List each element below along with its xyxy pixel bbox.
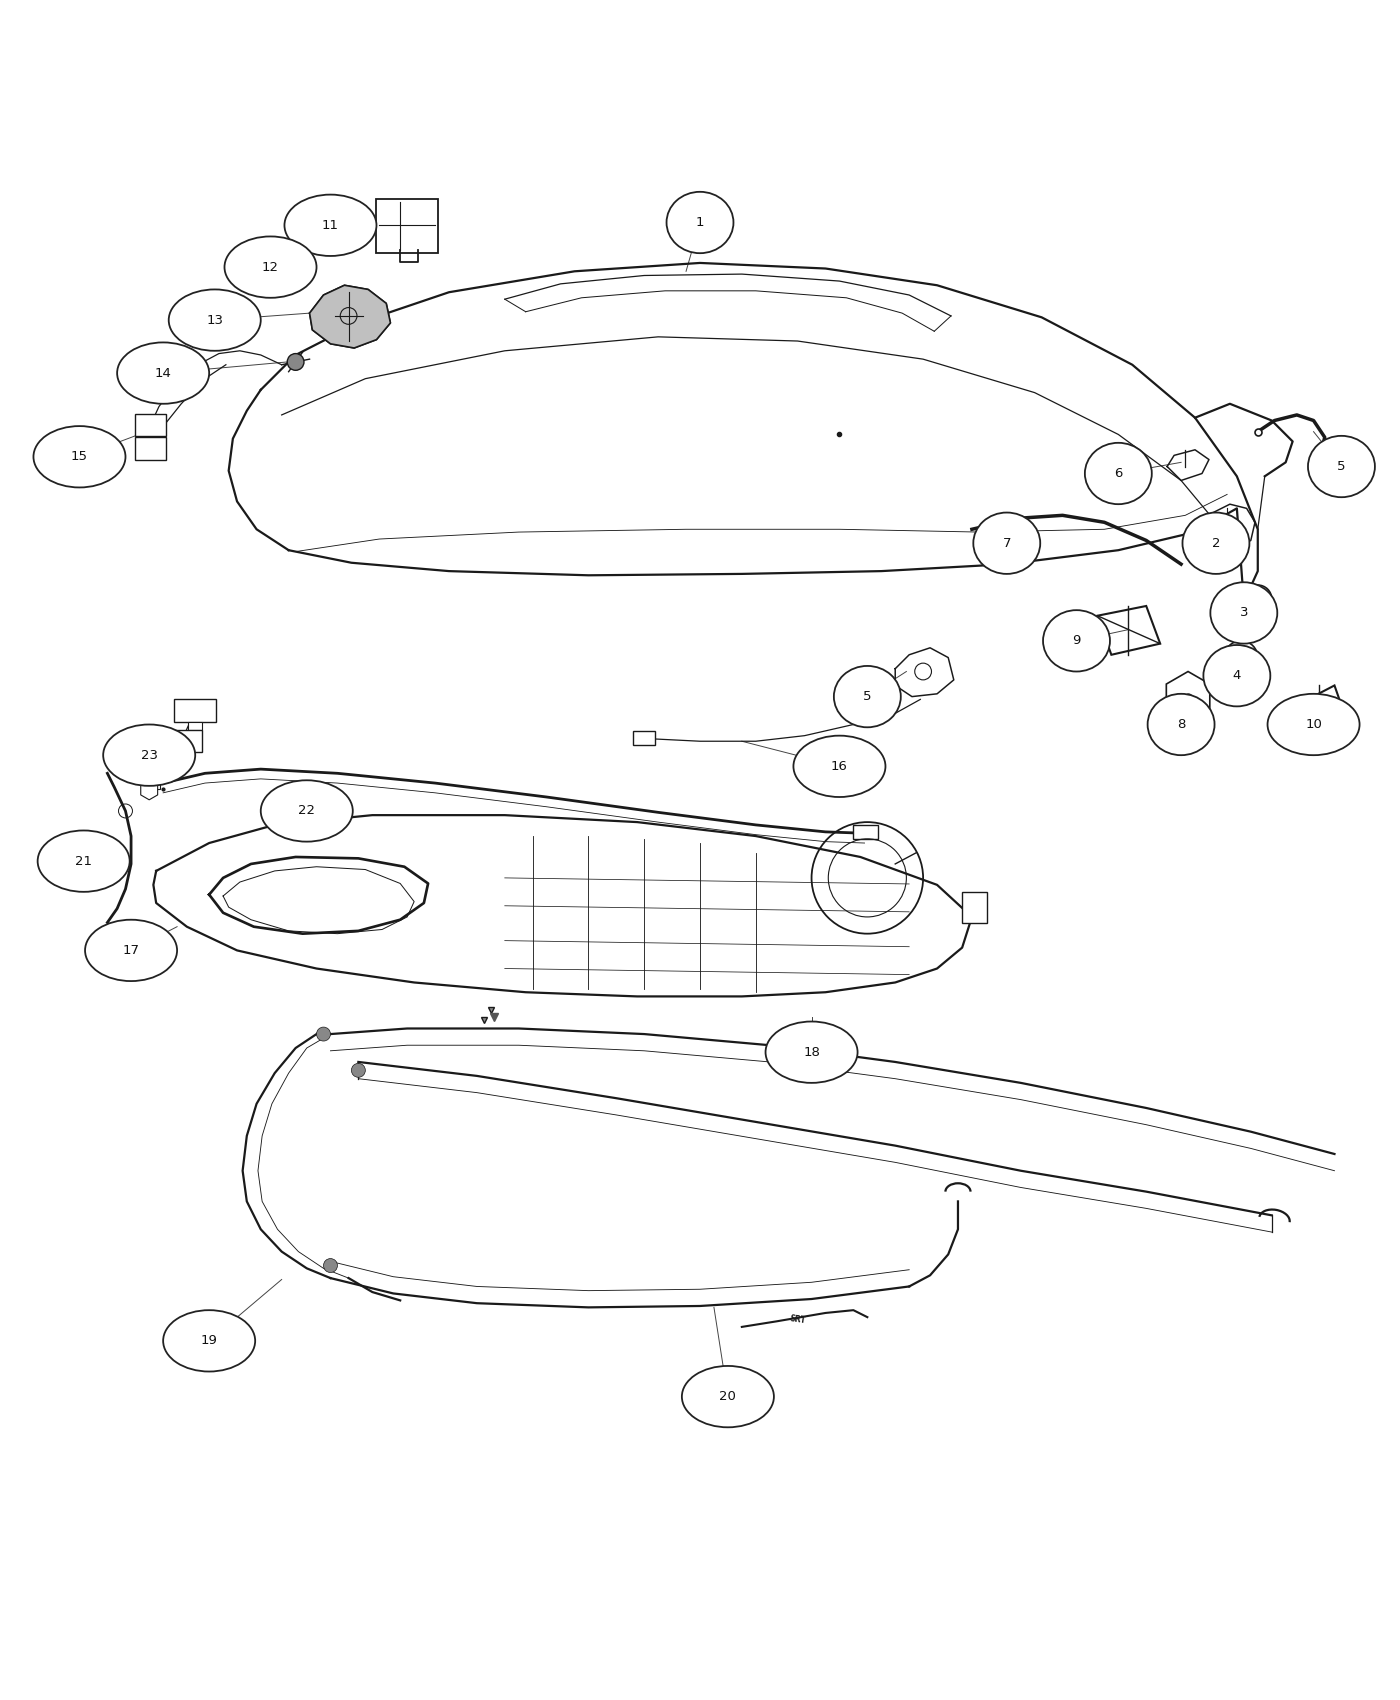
Text: 7: 7 — [1002, 537, 1011, 549]
Circle shape — [287, 354, 304, 371]
Ellipse shape — [1211, 583, 1277, 644]
Ellipse shape — [1148, 694, 1215, 755]
Ellipse shape — [118, 342, 209, 405]
Ellipse shape — [34, 427, 126, 488]
Ellipse shape — [104, 724, 195, 785]
Ellipse shape — [38, 831, 130, 892]
Circle shape — [316, 1027, 330, 1040]
Text: 14: 14 — [155, 367, 172, 379]
Text: 2: 2 — [1211, 537, 1221, 549]
Text: 6: 6 — [1114, 468, 1123, 479]
FancyBboxPatch shape — [136, 437, 167, 459]
Text: 5: 5 — [1337, 461, 1345, 473]
Text: 13: 13 — [206, 313, 223, 326]
FancyBboxPatch shape — [188, 722, 202, 729]
FancyBboxPatch shape — [174, 699, 216, 722]
Text: 9: 9 — [1072, 634, 1081, 648]
Text: 12: 12 — [262, 260, 279, 274]
FancyBboxPatch shape — [962, 892, 987, 923]
Ellipse shape — [169, 289, 260, 350]
Text: 3: 3 — [1239, 607, 1247, 619]
Ellipse shape — [794, 736, 885, 797]
Ellipse shape — [260, 780, 353, 842]
Ellipse shape — [224, 236, 316, 298]
Circle shape — [351, 1064, 365, 1078]
Text: 10: 10 — [1305, 717, 1322, 731]
Text: 20: 20 — [720, 1391, 736, 1402]
Text: 23: 23 — [140, 748, 158, 762]
Text: 1: 1 — [696, 216, 704, 230]
FancyBboxPatch shape — [377, 199, 438, 253]
Ellipse shape — [1308, 435, 1375, 496]
Text: 18: 18 — [804, 1046, 820, 1059]
Text: 5: 5 — [862, 690, 872, 704]
FancyBboxPatch shape — [161, 729, 202, 753]
Text: 17: 17 — [123, 944, 140, 957]
Text: 22: 22 — [298, 804, 315, 818]
FancyBboxPatch shape — [136, 413, 167, 435]
Ellipse shape — [1043, 610, 1110, 672]
Ellipse shape — [1267, 694, 1359, 755]
Text: 8: 8 — [1177, 717, 1186, 731]
Circle shape — [323, 1258, 337, 1273]
Ellipse shape — [834, 666, 900, 728]
Text: 4: 4 — [1232, 670, 1240, 682]
Ellipse shape — [85, 920, 176, 981]
Ellipse shape — [164, 1311, 255, 1372]
Text: SRT: SRT — [790, 1314, 806, 1326]
Text: 19: 19 — [200, 1334, 217, 1348]
FancyBboxPatch shape — [633, 731, 655, 745]
Text: 21: 21 — [76, 855, 92, 867]
Text: 11: 11 — [322, 219, 339, 231]
Polygon shape — [309, 286, 391, 348]
Ellipse shape — [1204, 644, 1270, 707]
Ellipse shape — [666, 192, 734, 253]
Ellipse shape — [1183, 512, 1249, 575]
Ellipse shape — [284, 194, 377, 257]
FancyBboxPatch shape — [147, 780, 161, 789]
FancyBboxPatch shape — [174, 753, 188, 762]
Text: 16: 16 — [832, 760, 848, 774]
FancyBboxPatch shape — [133, 758, 174, 780]
Ellipse shape — [1085, 442, 1152, 505]
Ellipse shape — [766, 1022, 858, 1083]
Ellipse shape — [682, 1365, 774, 1428]
Text: 15: 15 — [71, 450, 88, 464]
Ellipse shape — [973, 512, 1040, 575]
FancyBboxPatch shape — [854, 824, 878, 838]
